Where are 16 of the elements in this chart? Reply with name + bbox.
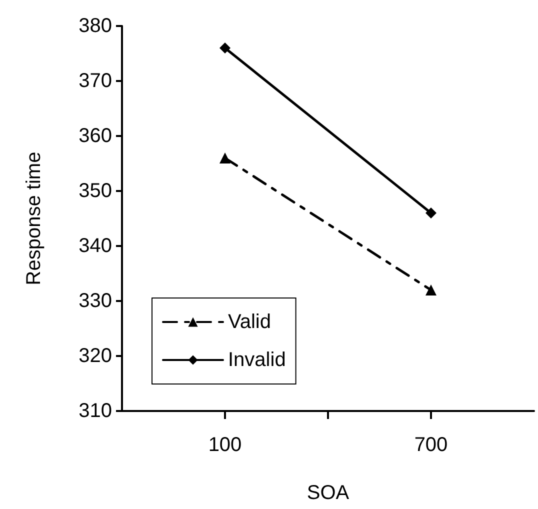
x-tick-label: 700 xyxy=(414,434,448,456)
y-tick-label: 310 xyxy=(78,400,112,422)
y-tick-label: 380 xyxy=(78,15,112,37)
y-tick-label: 370 xyxy=(78,70,112,92)
y-tick-label: 340 xyxy=(78,235,112,257)
y-tick-label: 360 xyxy=(78,125,112,147)
x-tick-label: 100 xyxy=(208,434,242,456)
point xyxy=(220,42,230,54)
x-axis-title: SOA xyxy=(306,482,350,504)
y-axis-title: Response time xyxy=(23,152,45,286)
y-tick-label: 320 xyxy=(78,345,112,367)
legend-label: Invalid xyxy=(228,349,286,371)
legend-label: Valid xyxy=(228,311,271,333)
y-tick-label: 330 xyxy=(78,290,112,312)
y-tick-label: 350 xyxy=(78,180,112,202)
point xyxy=(426,208,436,218)
